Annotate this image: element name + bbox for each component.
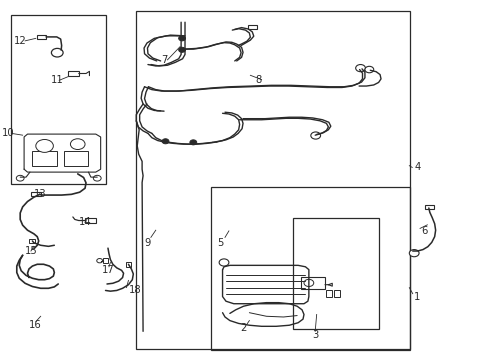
Text: 17: 17 [102, 265, 115, 275]
Text: 16: 16 [29, 320, 41, 330]
Bar [300, 277, 325, 289]
Text: 5: 5 [217, 238, 224, 248]
Bar [103, 258, 108, 263]
Bar [126, 262, 131, 267]
Text: 7: 7 [161, 55, 168, 65]
Text: 12: 12 [14, 36, 27, 46]
Circle shape [364, 66, 373, 73]
Text: 14: 14 [79, 217, 91, 227]
Bar [11, 15, 105, 184]
Bar [64, 151, 88, 166]
Circle shape [70, 139, 85, 149]
Text: 4: 4 [413, 162, 420, 172]
Circle shape [16, 175, 24, 181]
Circle shape [304, 279, 313, 287]
Bar [326, 290, 331, 297]
Bar [136, 12, 409, 348]
Text: 6: 6 [420, 226, 427, 236]
Circle shape [97, 258, 102, 263]
Circle shape [51, 48, 63, 57]
Bar [424, 205, 433, 210]
Text: 3: 3 [311, 330, 317, 340]
Bar [31, 192, 41, 197]
Text: 15: 15 [25, 246, 38, 256]
Circle shape [36, 139, 53, 152]
Circle shape [219, 259, 228, 266]
Text: 8: 8 [255, 75, 261, 85]
Circle shape [355, 64, 365, 72]
Bar [333, 290, 339, 297]
Bar [37, 35, 46, 39]
Bar [68, 71, 79, 76]
Circle shape [189, 140, 196, 145]
Circle shape [178, 47, 185, 52]
Circle shape [93, 175, 101, 181]
Bar [211, 187, 409, 350]
Bar [293, 218, 378, 329]
Circle shape [408, 249, 418, 257]
Bar [32, 151, 57, 166]
Circle shape [162, 139, 168, 144]
Text: 13: 13 [34, 189, 46, 199]
Text: 11: 11 [50, 75, 63, 85]
Text: 9: 9 [144, 238, 151, 248]
Bar [247, 25, 256, 30]
Bar [85, 218, 96, 223]
Circle shape [178, 36, 185, 41]
Circle shape [310, 132, 320, 139]
Text: 2: 2 [240, 323, 246, 333]
Text: 10: 10 [1, 129, 14, 138]
Bar [29, 239, 35, 243]
Text: 18: 18 [128, 285, 141, 296]
Text: 1: 1 [413, 292, 420, 302]
